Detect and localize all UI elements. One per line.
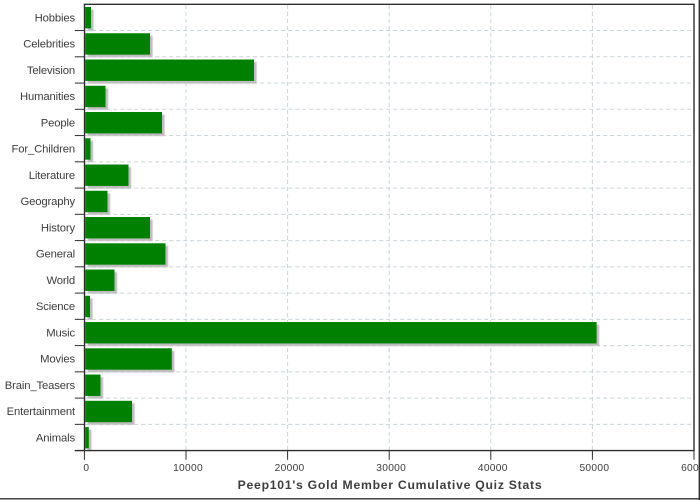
svg-text:For_Children: For_Children (12, 144, 76, 156)
svg-text:60000: 60000 (681, 463, 700, 474)
svg-text:Music: Music (46, 327, 75, 339)
svg-text:Peep101's Gold Member Cumulati: Peep101's Gold Member Cumulative Quiz St… (238, 478, 543, 492)
svg-text:World: World (46, 275, 75, 287)
svg-text:Hobbies: Hobbies (35, 12, 76, 24)
svg-text:Celebrities: Celebrities (23, 39, 75, 51)
svg-text:Television: Television (27, 65, 75, 77)
svg-text:50000: 50000 (579, 463, 609, 474)
svg-text:20000: 20000 (275, 463, 305, 474)
svg-text:Science: Science (36, 301, 75, 313)
svg-text:Literature: Literature (29, 170, 75, 182)
svg-text:Humanities: Humanities (20, 91, 76, 103)
svg-text:People: People (41, 117, 75, 129)
svg-text:40000: 40000 (478, 463, 508, 474)
svg-text:History: History (41, 222, 76, 234)
svg-text:Movies: Movies (40, 354, 75, 366)
svg-text:General: General (36, 249, 75, 261)
svg-text:Brain_Teasers: Brain_Teasers (5, 380, 76, 392)
svg-text:10000: 10000 (173, 463, 203, 474)
svg-text:30000: 30000 (376, 463, 406, 474)
svg-text:Entertainment: Entertainment (7, 406, 76, 418)
svg-text:Geography: Geography (20, 196, 75, 208)
svg-text:Animals: Animals (36, 432, 76, 444)
svg-text:0: 0 (83, 463, 89, 474)
